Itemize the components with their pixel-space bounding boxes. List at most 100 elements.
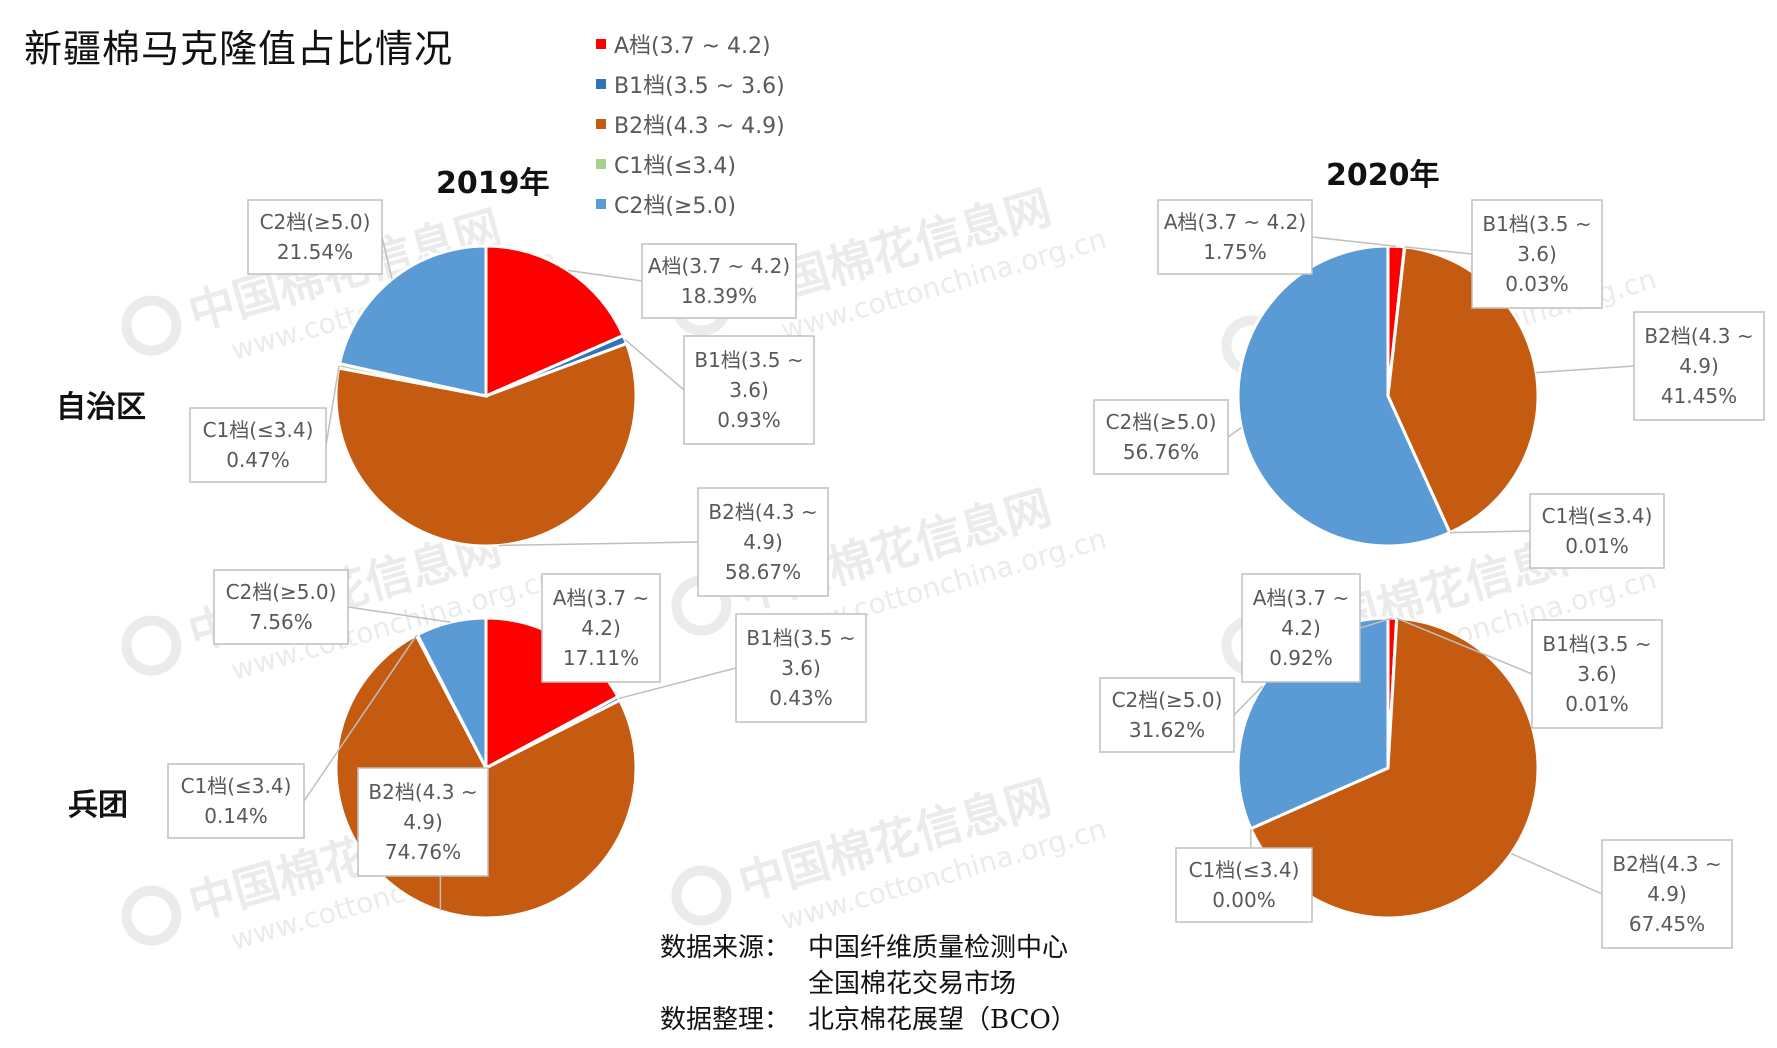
leader-line: [567, 269, 643, 282]
data-label-category: A档(3.7 ~: [1253, 586, 1349, 610]
data-label-category: 4.2): [581, 616, 621, 640]
data-label-category: C2档(≥5.0): [1112, 688, 1223, 712]
data-label-category: C2档(≥5.0): [1106, 410, 1217, 434]
data-label-box: [213, 569, 349, 645]
pie-chart: A档(3.7 ~ 4.2) 1.75% B1档(3.5 ~ 3.6) 0.03% B2档(…: [1093, 199, 1765, 569]
data-label-value: 18.39%: [681, 284, 757, 308]
data-label-category: 4.9): [403, 810, 443, 834]
data-label-value: 17.11%: [563, 646, 639, 670]
leader-line: [624, 338, 685, 391]
leader-line: [381, 236, 393, 280]
data-label-box: [247, 199, 383, 275]
data-label-box: [1093, 399, 1229, 475]
leader-line: [347, 606, 451, 623]
legend-label: A档(3.7 ~ 4.2): [614, 34, 771, 59]
data-label-value: 1.75%: [1203, 240, 1267, 264]
data-label-category: B2档(4.3 ~: [368, 780, 477, 804]
data-label-category: B2档(4.3 ~: [708, 500, 817, 524]
data-label-category: C1档(≤3.4): [1189, 858, 1300, 882]
data-label-box: [1601, 839, 1733, 949]
data-label-category: B1档(3.5 ~: [1482, 212, 1591, 236]
source-line: 全国棉花交易市场: [808, 969, 1017, 999]
data-label-box: [189, 407, 327, 483]
legend-label: B1档(3.5 ~ 3.6): [614, 74, 785, 99]
data-label-box: [1531, 619, 1663, 729]
data-label-value: 74.76%: [385, 840, 461, 864]
pie-slice: [415, 616, 488, 769]
data-label-box: [1157, 199, 1313, 275]
data-label-category: C2档(≥5.0): [226, 580, 337, 604]
data-label-value: 0.01%: [1565, 534, 1629, 558]
leader-line: [303, 634, 418, 802]
legend-entry: C2档(≥5.0): [596, 184, 785, 224]
data-label-value: 0.47%: [226, 448, 290, 472]
row-label-corps: 兵团: [68, 788, 128, 823]
leader-line: [1536, 365, 1635, 374]
data-label-category: A档(3.7 ~ 4.2): [1164, 210, 1306, 234]
data-label-value: 0.43%: [769, 686, 833, 710]
data-label-value: 41.45%: [1661, 384, 1737, 408]
data-label-category: 4.9): [1647, 882, 1687, 906]
legend-swatch: [596, 119, 606, 129]
legend-swatch: [596, 79, 606, 89]
pie-slice: [337, 244, 488, 398]
data-label-value: 0.93%: [717, 408, 781, 432]
data-label-category: B2档(4.3 ~: [1644, 324, 1753, 348]
data-label-box: [697, 487, 829, 597]
data-label-value: 31.62%: [1129, 718, 1205, 742]
data-label-value: 21.54%: [277, 240, 353, 264]
pie-slice: [334, 341, 638, 548]
legend-swatch: [596, 39, 606, 49]
data-label-value: 0.14%: [204, 804, 268, 828]
data-source-note: 数据来源： 中国纤维质量检测中心 全国棉花交易市场 数据整理： 北京棉花展望（B…: [660, 930, 1077, 1038]
data-label-box: [683, 335, 815, 445]
legend-entry: A档(3.7 ~ 4.2): [596, 24, 785, 64]
legend-swatch: [596, 199, 606, 209]
source-line: 中国纤维质量检测中心: [808, 933, 1069, 963]
leader-line: [1449, 530, 1531, 534]
legend-entry: B1档(3.5 ~ 3.6): [596, 64, 785, 104]
data-label-box: [357, 767, 489, 877]
data-label-value: 58.67%: [725, 560, 801, 584]
data-label-category: A档(3.7 ~: [553, 586, 649, 610]
data-label-category: 3.6): [781, 656, 821, 680]
leader-line: [1233, 685, 1263, 716]
data-label-value: 7.56%: [249, 610, 313, 634]
data-label-category: 3.6): [1577, 662, 1617, 686]
chart-legend: A档(3.7 ~ 4.2) B1档(3.5 ~ 3.6) B2档(4.3 ~ 4…: [596, 24, 785, 224]
data-label-box: [1529, 493, 1665, 569]
year-title-2020: 2020年: [1326, 158, 1440, 193]
legend-label: C1档(≤3.4): [614, 154, 736, 179]
leader-line: [1311, 236, 1397, 247]
leader-line: [1227, 427, 1242, 438]
source-key: 数据整理：: [660, 1005, 791, 1035]
data-label-category: C1档(≤3.4): [181, 774, 292, 798]
data-label-value: 0.01%: [1565, 692, 1629, 716]
data-label-category: B1档(3.5 ~: [1542, 632, 1651, 656]
data-label-category: 4.2): [1281, 616, 1321, 640]
pie-chart: A档(3.7 ~ 4.2) 17.11% B1档(3.5 ~ 3.6) 0.43% B2档(…: [167, 569, 867, 920]
data-label-box: [1175, 847, 1313, 923]
data-label-box: [167, 763, 305, 839]
data-label-value: 0.00%: [1212, 888, 1276, 912]
pie-chart: A档(3.7 ~ 4.2) 0.92% B1档(3.5 ~ 3.6) 0.01% B2档(4…: [1099, 573, 1733, 949]
data-label-category: 4.9): [1679, 354, 1719, 378]
data-label-category: 3.6): [1517, 242, 1557, 266]
data-label-value: 56.76%: [1123, 440, 1199, 464]
row-label-region: 自治区: [56, 390, 146, 425]
data-label-value: 67.45%: [1629, 912, 1705, 936]
legend-label: B2档(4.3 ~ 4.9): [614, 114, 785, 139]
pie-slice: [1236, 244, 1452, 548]
data-label-category: C1档(≤3.4): [1542, 504, 1653, 528]
legend-swatch: [596, 159, 606, 169]
data-label-box: [735, 613, 867, 723]
source-line: 北京棉花展望（BCO）: [808, 1005, 1077, 1035]
data-label-category: 3.6): [729, 378, 769, 402]
leader-line: [498, 541, 699, 547]
data-label-category: A档(3.7 ~ 4.2): [648, 254, 790, 278]
year-title-2019: 2019年: [436, 166, 550, 201]
data-label-box: [1471, 199, 1603, 309]
data-label-category: C2档(≥5.0): [260, 210, 371, 234]
